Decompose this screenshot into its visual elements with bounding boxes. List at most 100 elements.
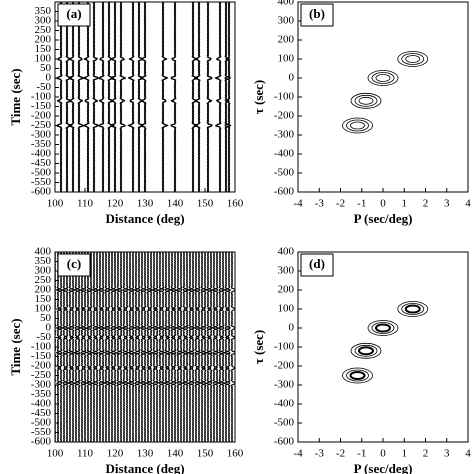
trace — [115, 252, 123, 442]
trace — [230, 252, 235, 442]
x-tick-label: 3 — [444, 198, 450, 210]
x-tick-label: -4 — [293, 198, 303, 210]
contour — [375, 323, 391, 333]
contour — [401, 53, 425, 65]
y-tick-label: 250 — [35, 24, 52, 36]
contour — [367, 320, 399, 336]
trace — [65, 2, 73, 192]
panel-label: (c) — [67, 256, 81, 271]
y-tick-label: -300 — [274, 129, 295, 141]
trace — [133, 252, 141, 442]
trace — [91, 252, 99, 442]
trace — [110, 252, 118, 442]
plot-frame — [297, 1, 469, 193]
x-tick-label: -2 — [336, 198, 345, 210]
trace — [176, 252, 184, 442]
y-tick-label: -100 — [31, 341, 52, 353]
trace — [116, 252, 124, 442]
x-tick-label: 2 — [423, 198, 429, 210]
y-tick-label: 300 — [278, 15, 295, 27]
contour — [405, 55, 421, 63]
y-tick-label: -550 — [31, 426, 52, 438]
x-tick-label: 140 — [167, 198, 184, 210]
y-tick-label: 0 — [46, 72, 52, 84]
trace — [86, 252, 94, 442]
y-tick-label: 400 — [35, 246, 52, 258]
x-tick-label: 0 — [380, 448, 386, 460]
y-tick-label: -300 — [31, 129, 52, 141]
y-tick-label: -550 — [31, 176, 52, 188]
y-tick-label: 0 — [289, 322, 295, 334]
x-tick-label: 100 — [47, 448, 64, 460]
contour — [346, 119, 369, 132]
x-axis-title: P (sec/deg) — [354, 211, 413, 226]
y-tick-label: -200 — [274, 360, 295, 372]
panel-label-box — [57, 3, 91, 27]
trace — [199, 252, 207, 442]
y-tick-label: 0 — [289, 72, 295, 84]
trace — [224, 2, 231, 192]
trace — [217, 252, 225, 442]
trace — [56, 2, 63, 192]
y-tick-label: -100 — [274, 91, 295, 103]
x-tick-label: 4 — [465, 198, 471, 210]
y-tick-label: -600 — [274, 186, 295, 198]
y-tick-label: -50 — [36, 331, 51, 343]
trace — [97, 252, 105, 442]
trace — [163, 252, 171, 442]
y-tick-label: -150 — [31, 100, 52, 112]
y-tick-label: -100 — [31, 91, 52, 103]
contour — [350, 121, 365, 130]
x-tick-label: -1 — [357, 448, 366, 460]
y-tick-label: -150 — [31, 350, 52, 362]
y-tick-label: 200 — [278, 284, 295, 296]
panel — [342, 51, 429, 134]
y-tick-label: 350 — [35, 5, 52, 17]
y-tick-label: -350 — [31, 138, 52, 150]
x-tick-label: 120 — [107, 198, 124, 210]
panel — [55, 252, 235, 442]
x-tick-label: 1 — [402, 198, 408, 210]
y-tick-label: 0 — [46, 322, 52, 334]
x-tick-label: 100 — [47, 198, 64, 210]
panel — [56, 2, 232, 192]
x-axis-title: Distance (deg) — [105, 211, 184, 226]
panel-label: (a) — [66, 6, 81, 21]
y-tick-label: -400 — [31, 148, 52, 160]
contour — [354, 94, 378, 107]
trace — [145, 252, 153, 442]
contour — [358, 96, 374, 105]
trace — [134, 252, 142, 442]
trace — [92, 2, 99, 192]
x-tick-label: -2 — [336, 448, 345, 460]
y-axis-title: τ (sec) — [251, 330, 266, 365]
contour — [404, 304, 421, 314]
y-tick-label: -300 — [31, 379, 52, 391]
x-tick-label: 160 — [227, 198, 244, 210]
plot-frame — [297, 251, 469, 443]
y-tick-label: -400 — [31, 398, 52, 410]
y-tick-label: 200 — [35, 34, 52, 46]
trace — [161, 2, 169, 192]
trace — [212, 252, 220, 442]
trace — [77, 2, 84, 192]
x-tick-label: 110 — [77, 198, 94, 210]
y-tick-label: 400 — [278, 0, 295, 8]
trace — [164, 252, 172, 442]
contour — [342, 117, 373, 134]
trace — [139, 252, 147, 442]
y-tick-label: -600 — [31, 186, 52, 198]
trace — [110, 2, 117, 192]
trace — [121, 252, 129, 442]
y-tick-label: 150 — [35, 43, 52, 55]
y-tick-label: 200 — [278, 34, 295, 46]
trace — [68, 2, 75, 192]
trace — [224, 252, 232, 442]
contour — [346, 369, 369, 382]
trace — [139, 2, 147, 192]
x-tick-label: 110 — [77, 448, 94, 460]
trace — [187, 252, 195, 442]
contour — [367, 70, 399, 86]
trace — [137, 2, 144, 192]
